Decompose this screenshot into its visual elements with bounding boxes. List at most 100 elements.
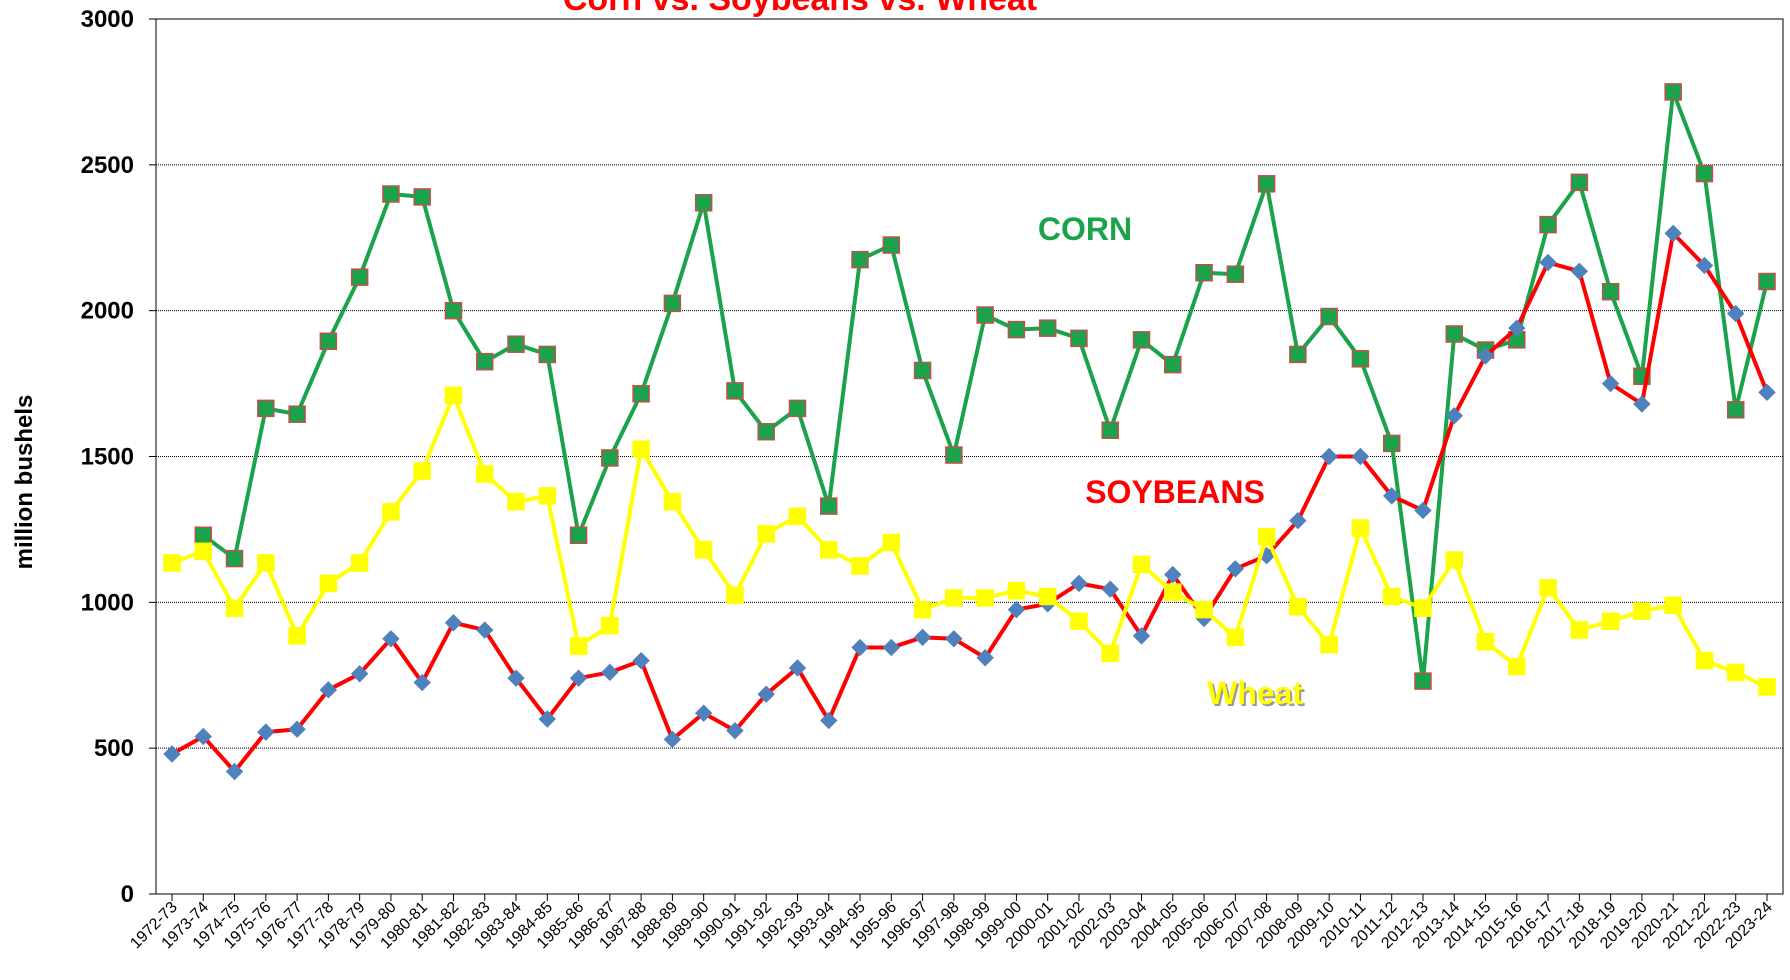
data-point bbox=[882, 236, 901, 254]
data-point bbox=[507, 669, 525, 687]
data-point bbox=[1132, 331, 1151, 349]
data-point bbox=[788, 659, 807, 677]
data-point bbox=[507, 492, 525, 511]
data-point bbox=[569, 637, 588, 655]
y-tick-label: 3000 bbox=[81, 6, 134, 33]
data-point bbox=[663, 294, 682, 313]
data-point bbox=[444, 301, 463, 320]
data-point bbox=[507, 335, 525, 353]
data-point bbox=[757, 525, 775, 543]
data-point bbox=[601, 616, 619, 635]
data-point bbox=[1226, 265, 1245, 283]
data-point bbox=[757, 685, 775, 703]
data-point bbox=[569, 669, 588, 687]
data-point bbox=[1508, 319, 1526, 337]
data-point bbox=[694, 194, 713, 212]
data-point bbox=[1132, 627, 1151, 645]
data-point bbox=[1007, 320, 1026, 339]
series-label: CORN bbox=[1038, 211, 1132, 247]
data-point bbox=[194, 526, 213, 544]
data-point bbox=[257, 399, 275, 418]
data-point bbox=[1164, 583, 1182, 601]
data-point bbox=[1539, 253, 1557, 272]
data-point bbox=[1476, 632, 1495, 651]
data-point bbox=[1320, 447, 1338, 466]
data-point bbox=[1695, 256, 1714, 275]
data-point bbox=[163, 554, 181, 572]
data-point bbox=[663, 492, 682, 511]
data-point bbox=[1195, 600, 1213, 619]
y-tick-label: 2500 bbox=[81, 152, 134, 179]
data-point bbox=[225, 549, 244, 568]
data-point bbox=[1320, 307, 1338, 326]
series-line bbox=[171, 393, 1768, 689]
data-point bbox=[444, 614, 463, 632]
data-point bbox=[257, 723, 275, 741]
data-point bbox=[694, 704, 713, 722]
data-point bbox=[1070, 329, 1088, 348]
data-point bbox=[851, 557, 869, 575]
data-point bbox=[1414, 501, 1432, 520]
data-point bbox=[350, 268, 369, 286]
series-label-shadow: Wheat bbox=[1209, 677, 1305, 713]
data-point bbox=[538, 487, 557, 505]
y-tick-label: 1500 bbox=[81, 444, 134, 471]
y-tick-label: 0 bbox=[121, 881, 134, 908]
data-point bbox=[632, 440, 650, 458]
data-point bbox=[319, 332, 338, 351]
data-point bbox=[475, 465, 494, 483]
data-point bbox=[569, 526, 588, 544]
y-tick-label: 2000 bbox=[81, 298, 134, 325]
data-point bbox=[1539, 579, 1557, 597]
data-point bbox=[1070, 574, 1088, 593]
series-label: SOYBEANS bbox=[1085, 474, 1265, 510]
data-point bbox=[1445, 325, 1464, 343]
data-point bbox=[945, 630, 963, 648]
data-point bbox=[1101, 580, 1119, 598]
data-point bbox=[976, 306, 994, 324]
data-point bbox=[319, 574, 338, 593]
data-point bbox=[851, 638, 869, 657]
data-point bbox=[1727, 304, 1745, 323]
data-point bbox=[382, 185, 400, 203]
data-point bbox=[788, 507, 807, 526]
data-point bbox=[1164, 355, 1182, 374]
data-point bbox=[945, 589, 963, 607]
data-point bbox=[194, 542, 213, 561]
data-point bbox=[1007, 600, 1026, 619]
data-point bbox=[1382, 587, 1401, 606]
data-point bbox=[1257, 527, 1276, 546]
data-point bbox=[663, 730, 682, 749]
data-point bbox=[1539, 215, 1557, 234]
series-label: Wheat bbox=[1207, 675, 1303, 711]
data-point bbox=[632, 385, 650, 403]
data-point bbox=[1695, 164, 1714, 183]
data-point bbox=[1726, 663, 1745, 682]
data-point bbox=[538, 710, 557, 728]
data-point bbox=[1664, 224, 1682, 243]
data-point bbox=[1633, 395, 1651, 413]
data-point bbox=[1038, 587, 1057, 606]
data-point bbox=[1351, 350, 1370, 368]
data-point bbox=[1414, 599, 1432, 617]
data-point bbox=[632, 651, 650, 670]
data-point bbox=[1664, 83, 1682, 101]
data-point bbox=[225, 599, 244, 617]
data-point bbox=[820, 711, 838, 730]
data-point bbox=[1382, 434, 1401, 453]
data-point bbox=[851, 250, 869, 269]
data-point bbox=[694, 541, 713, 559]
data-point bbox=[1164, 565, 1182, 584]
y-tick-label: 500 bbox=[94, 735, 134, 762]
data-point bbox=[194, 727, 212, 746]
data-point bbox=[350, 665, 369, 683]
data-point bbox=[413, 673, 431, 692]
data-point bbox=[257, 554, 275, 572]
data-point bbox=[1601, 612, 1620, 631]
data-point bbox=[1570, 621, 1589, 639]
data-point bbox=[1633, 602, 1651, 620]
data-point bbox=[1570, 173, 1589, 192]
plot-border bbox=[155, 18, 1784, 895]
data-point bbox=[1132, 555, 1151, 574]
data-point bbox=[1664, 596, 1682, 614]
